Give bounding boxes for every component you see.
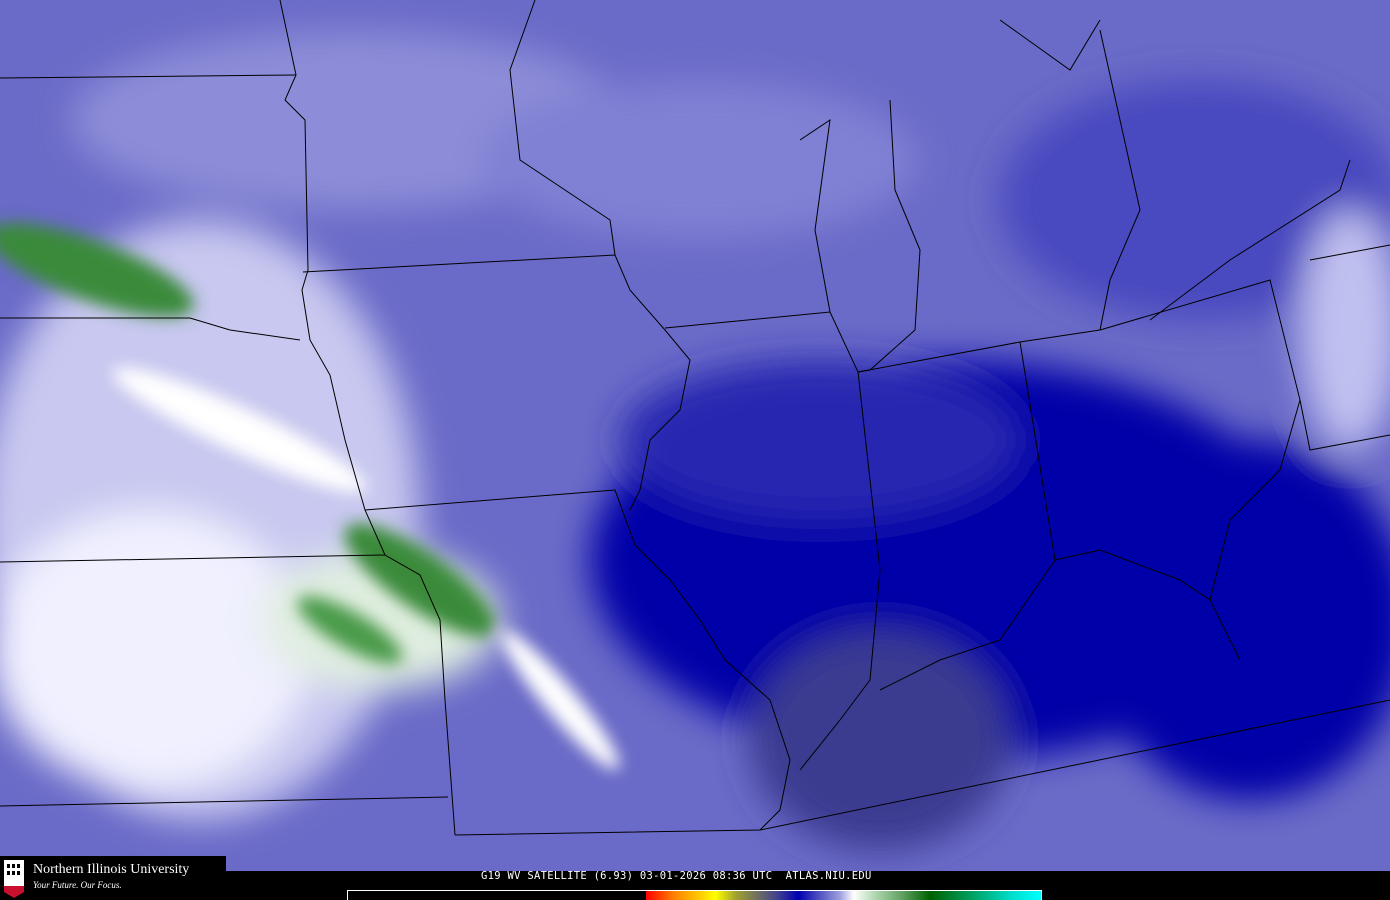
water-vapor-satellite-map — [0, 0, 1390, 871]
cloud-field — [0, 30, 1390, 850]
logo-tagline: Your Future. Our Focus. — [33, 880, 122, 890]
niu-logo: Northern Illinois University Your Future… — [0, 856, 226, 900]
niu-shield-icon — [4, 860, 24, 898]
logo-title: Northern Illinois University — [33, 862, 190, 877]
color-scale-bar — [347, 890, 1042, 900]
state-boundaries — [0, 0, 1390, 836]
satellite-caption: G19 WV SATELLITE (6.93) 03-01-2026 08:36… — [481, 870, 872, 882]
moisture-bands — [0, 222, 620, 770]
